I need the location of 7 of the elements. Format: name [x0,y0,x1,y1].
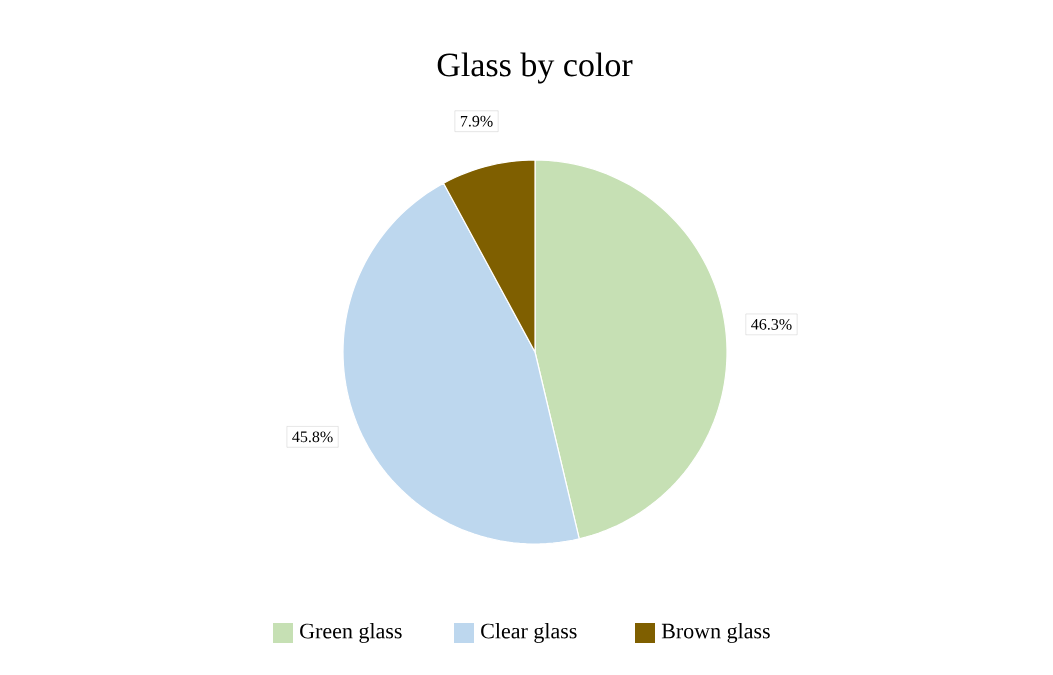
legend-label: Brown glass [661,622,770,644]
data-label: 46.3% [751,318,792,330]
chart-title: Glass by color [437,52,633,84]
data-label: 7.9% [460,115,493,127]
data-label: 45.8% [292,431,333,443]
legend-label: Clear glass [481,622,577,644]
legend-label: Green glass [300,622,402,644]
